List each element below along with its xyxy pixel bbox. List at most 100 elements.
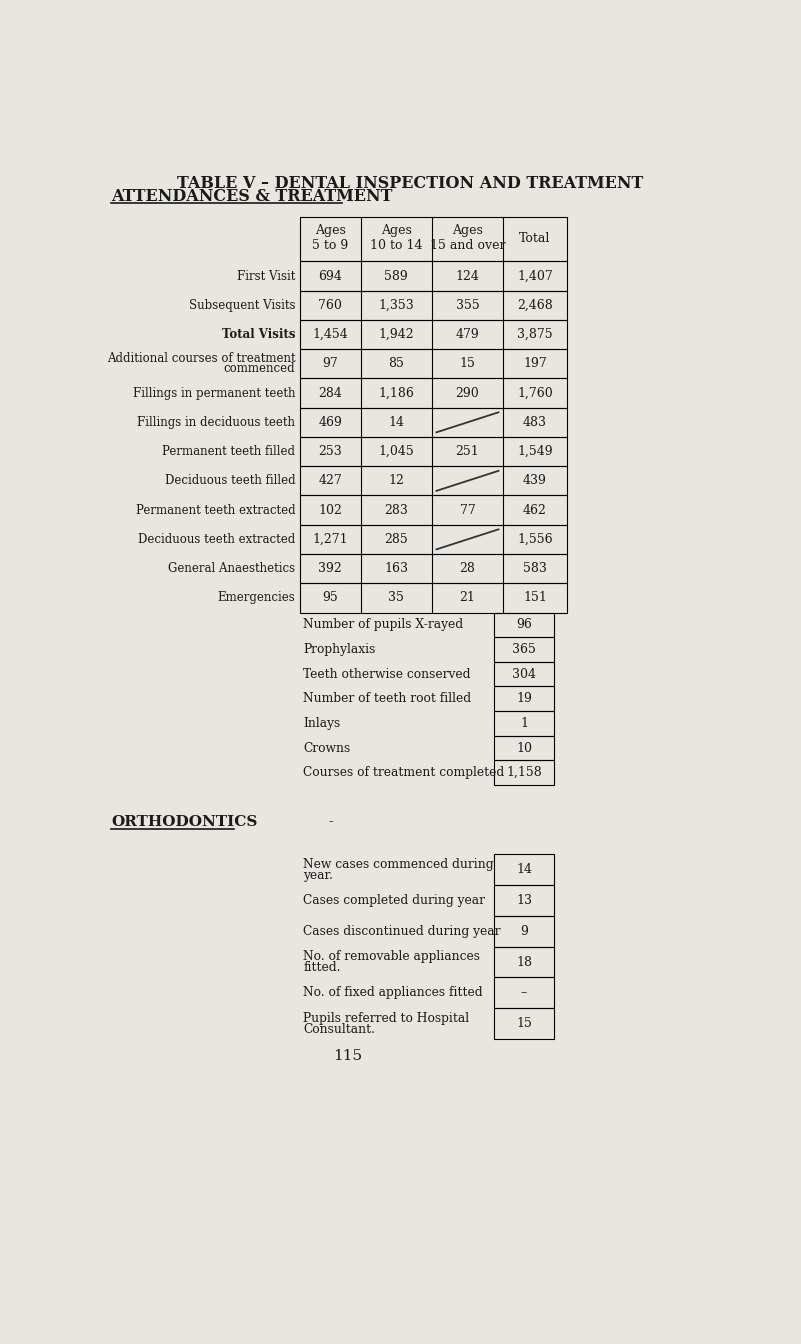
Text: 290: 290 xyxy=(456,387,479,399)
Bar xyxy=(494,855,554,886)
Text: 21: 21 xyxy=(460,591,476,605)
Text: 85: 85 xyxy=(388,358,405,371)
Text: Fillings in deciduous teeth: Fillings in deciduous teeth xyxy=(138,415,296,429)
Text: 284: 284 xyxy=(318,387,342,399)
Text: No. of removable appliances: No. of removable appliances xyxy=(303,950,480,964)
Text: 13: 13 xyxy=(516,894,532,907)
Text: 1,556: 1,556 xyxy=(517,532,553,546)
Text: 1,045: 1,045 xyxy=(378,445,414,458)
Bar xyxy=(300,261,566,290)
Text: Ages: Ages xyxy=(452,224,483,237)
Text: 10: 10 xyxy=(516,742,532,754)
Text: 14: 14 xyxy=(516,863,532,876)
Text: 1,158: 1,158 xyxy=(506,766,542,780)
Text: 1,353: 1,353 xyxy=(378,298,414,312)
Text: TABLE V – DENTAL INSPECTION AND TREATMENT: TABLE V – DENTAL INSPECTION AND TREATMEN… xyxy=(177,175,643,192)
Text: Permanent teeth filled: Permanent teeth filled xyxy=(163,445,296,458)
Text: Ages: Ages xyxy=(315,224,346,237)
Text: 1: 1 xyxy=(520,716,528,730)
Bar xyxy=(300,583,566,613)
Text: 392: 392 xyxy=(319,562,342,575)
Bar xyxy=(300,496,566,524)
Text: Ages: Ages xyxy=(380,224,412,237)
Text: Number of pupils X-rayed: Number of pupils X-rayed xyxy=(303,618,463,632)
Bar xyxy=(494,946,554,977)
Bar xyxy=(494,687,554,711)
Text: Courses of treatment completed: Courses of treatment completed xyxy=(303,766,505,780)
Text: Cases completed during year: Cases completed during year xyxy=(303,894,485,907)
Text: Total: Total xyxy=(519,231,550,245)
Text: 15: 15 xyxy=(516,1017,532,1031)
Text: Subsequent Visits: Subsequent Visits xyxy=(189,298,296,312)
Text: 14: 14 xyxy=(388,415,405,429)
Bar xyxy=(300,379,566,407)
Bar xyxy=(494,711,554,735)
Text: 251: 251 xyxy=(456,445,479,458)
Text: Inlays: Inlays xyxy=(303,716,340,730)
Text: 1,454: 1,454 xyxy=(312,328,348,341)
Text: Prophylaxis: Prophylaxis xyxy=(303,642,376,656)
Text: 197: 197 xyxy=(523,358,547,371)
Text: 15 and over: 15 and over xyxy=(429,239,505,253)
Bar xyxy=(300,466,566,496)
Text: 10 to 14: 10 to 14 xyxy=(370,239,422,253)
Text: Additional courses of treatment: Additional courses of treatment xyxy=(107,352,296,366)
Bar xyxy=(494,1008,554,1039)
Text: 283: 283 xyxy=(384,504,409,516)
Text: 427: 427 xyxy=(319,474,342,488)
Text: Fillings in permanent teeth: Fillings in permanent teeth xyxy=(133,387,296,399)
Text: -: - xyxy=(328,814,333,829)
Text: fitted.: fitted. xyxy=(303,961,340,974)
Text: 151: 151 xyxy=(523,591,547,605)
Text: 355: 355 xyxy=(456,298,479,312)
Text: First Visit: First Visit xyxy=(237,270,296,282)
Bar xyxy=(300,320,566,349)
Bar xyxy=(494,977,554,1008)
Text: 1,407: 1,407 xyxy=(517,270,553,282)
Text: 285: 285 xyxy=(384,532,408,546)
Bar xyxy=(494,886,554,915)
Text: 483: 483 xyxy=(523,415,547,429)
Text: Deciduous teeth extracted: Deciduous teeth extracted xyxy=(139,532,296,546)
Text: Cases discontinued during year: Cases discontinued during year xyxy=(303,925,501,938)
Text: 1,942: 1,942 xyxy=(378,328,414,341)
Text: Number of teeth root filled: Number of teeth root filled xyxy=(303,692,471,706)
Text: 760: 760 xyxy=(318,298,342,312)
Text: 35: 35 xyxy=(388,591,405,605)
Text: No. of fixed appliances fitted: No. of fixed appliances fitted xyxy=(303,986,483,1000)
Text: 97: 97 xyxy=(323,358,338,371)
Text: 12: 12 xyxy=(388,474,405,488)
Text: Total Visits: Total Visits xyxy=(222,328,296,341)
Text: 304: 304 xyxy=(512,668,536,680)
Text: 694: 694 xyxy=(318,270,342,282)
Text: 589: 589 xyxy=(384,270,408,282)
Text: 9: 9 xyxy=(520,925,528,938)
Bar xyxy=(300,216,566,261)
Text: 1,760: 1,760 xyxy=(517,387,553,399)
Text: ATTENDANCES & TREATMENT: ATTENDANCES & TREATMENT xyxy=(111,188,392,206)
Text: 1,271: 1,271 xyxy=(312,532,348,546)
Bar xyxy=(300,524,566,554)
Text: 5 to 9: 5 to 9 xyxy=(312,239,348,253)
Text: ORTHODONTICS: ORTHODONTICS xyxy=(111,814,257,829)
Text: Deciduous teeth filled: Deciduous teeth filled xyxy=(165,474,296,488)
Text: Permanent teeth extracted: Permanent teeth extracted xyxy=(136,504,296,516)
Text: 253: 253 xyxy=(319,445,342,458)
Text: 15: 15 xyxy=(460,358,476,371)
Bar xyxy=(300,290,566,320)
Text: 19: 19 xyxy=(516,692,532,706)
Bar xyxy=(300,437,566,466)
Text: 95: 95 xyxy=(323,591,338,605)
Bar xyxy=(494,661,554,687)
Text: Teeth otherwise conserved: Teeth otherwise conserved xyxy=(303,668,471,680)
Text: 102: 102 xyxy=(318,504,342,516)
Text: Crowns: Crowns xyxy=(303,742,350,754)
Bar xyxy=(300,407,566,437)
Text: Pupils referred to Hospital: Pupils referred to Hospital xyxy=(303,1012,469,1025)
Text: 163: 163 xyxy=(384,562,409,575)
Text: 365: 365 xyxy=(512,642,536,656)
Text: Consultant.: Consultant. xyxy=(303,1023,375,1036)
Text: commenced: commenced xyxy=(223,363,296,375)
Text: 439: 439 xyxy=(523,474,547,488)
Text: 18: 18 xyxy=(516,956,532,969)
